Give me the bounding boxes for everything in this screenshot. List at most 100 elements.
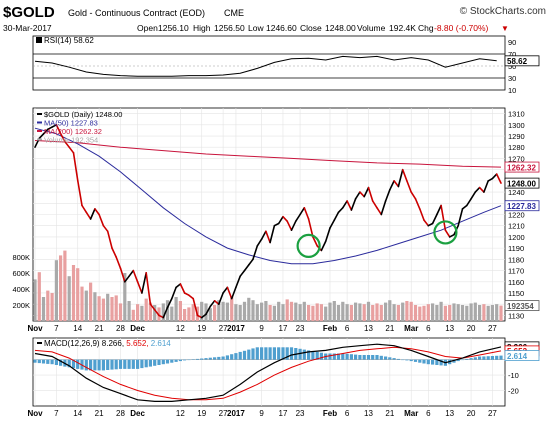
price-x-ticks: Nov 7 14 21 28 Dec 12 19 27 2017 9 17 23 Feb 6 13 21 Mar 6… [27,324,497,333]
price-x-tick-label: Nov [27,324,43,333]
macd-histogram-bar [140,359,144,369]
macd-x-tick-label: 21 [385,409,394,418]
price-segment [213,299,220,306]
close-label: Close [300,23,322,33]
rsi-tick-label: 50 [508,62,516,71]
volume-bar [324,306,328,321]
volume-bar [499,305,503,321]
volume-bar [426,304,430,321]
price-legend-entry: $GOLD (Daily) 1248.00 [44,110,122,119]
volume-bar [213,305,217,321]
volume-bar [33,279,37,321]
watermark: © StockCharts.com [460,6,546,17]
macd-histogram-bar [234,353,238,360]
volume-bar [277,301,281,321]
macd-histogram-bar [191,359,195,360]
ohlc-row: Open 1256.10 High 1256.50 Low 1246.60 Cl… [137,23,509,33]
macd-histogram-bar [221,356,225,360]
price-tag: 1248.00 [504,177,540,189]
price-segment [183,292,190,297]
macd-histogram-bar [110,359,114,370]
price-tag: 1262.32 [504,161,540,173]
price-segment [346,200,353,211]
price-segment [337,207,344,214]
price-x-tick-label: 6 [426,324,431,333]
volume-bar [452,303,456,321]
volume-bar [332,301,336,321]
price-segment [145,271,152,306]
macd-histogram-bar [482,356,486,360]
macd-tick-label: -20 [508,387,519,396]
price-segment [333,211,340,221]
macd-histogram-bar [144,359,148,368]
low-value: 1246.60 [266,23,297,33]
volume-bar [148,302,152,321]
price-tick-label: 1170 [508,267,524,276]
volume-tag-box [504,300,540,312]
price-segment [371,200,378,209]
macd-histogram-bar [495,355,499,360]
macd-histogram-bar [255,347,259,360]
macd-histogram-bar [41,359,46,364]
macd-histogram-bar [490,356,494,360]
price-tick-label: 1200 [508,233,525,242]
price-tick-label: 1270 [508,154,525,163]
price-segment [51,124,58,128]
volume-bar [67,276,71,321]
rsi-tag-label: 58.62 [507,57,528,66]
price-tag-box [504,177,540,189]
volume-bar [50,293,54,321]
price-segment [243,264,250,272]
rsi-legend: RSI(14) 58.62 [44,36,94,45]
volume-bar [101,298,105,321]
volume-bar [54,260,58,321]
price-segment [162,306,169,319]
volume-bar [136,304,140,321]
volume-bar [443,305,447,321]
price-segment [239,269,246,278]
open-label: Open [137,23,158,33]
volume-bar [336,305,341,321]
macd-x-tick-label: Mar [404,409,418,418]
price-tick-label: 1160 [508,278,524,287]
macd-histogram-bar [465,358,469,360]
price-segment [294,213,301,222]
chg-down-arrow-icon: ▼ [501,24,509,33]
macd-histogram-bar [213,357,217,360]
price-segment [470,191,477,200]
price-segment [252,245,259,261]
price-segment [461,204,468,210]
price-tick-label: 1240 [508,188,525,197]
macd-x-tick-label: 20 [467,409,476,418]
rsi-tick-label: 10 [508,86,516,95]
price-tick-label: 1300 [508,121,525,130]
price-segment [248,258,254,266]
highlight-circle [433,220,458,245]
macd-x-tick-label: 23 [296,409,305,418]
macd-histogram-bar [456,359,460,362]
macd-histogram-bar [165,359,170,364]
macd-x-tick-label: 12 [176,409,185,418]
price-tick-label: 1310 [508,110,525,119]
volume-bar [482,304,486,321]
volume-bar [486,305,490,321]
volume-bar [281,304,285,321]
price-segment [393,180,400,188]
volume-bar [46,290,50,321]
volume-bar [131,309,135,321]
volume-bar [405,301,409,321]
symbol-description: Gold - Continuous Contract (EOD) [68,8,205,18]
price-segment [42,128,49,135]
price-segment [286,220,293,231]
macd-tag: 2.614 [504,350,540,361]
macd-histogram-bar [354,354,358,360]
volume-bar [311,305,315,321]
macd-legend-part: 2.614 [151,339,172,348]
volume-bar [272,305,276,321]
macd-histogram-bar [371,355,375,360]
macd-histogram-bar [225,355,229,360]
macd-histogram-bar [46,359,50,364]
macd-histogram-bar [281,347,285,360]
